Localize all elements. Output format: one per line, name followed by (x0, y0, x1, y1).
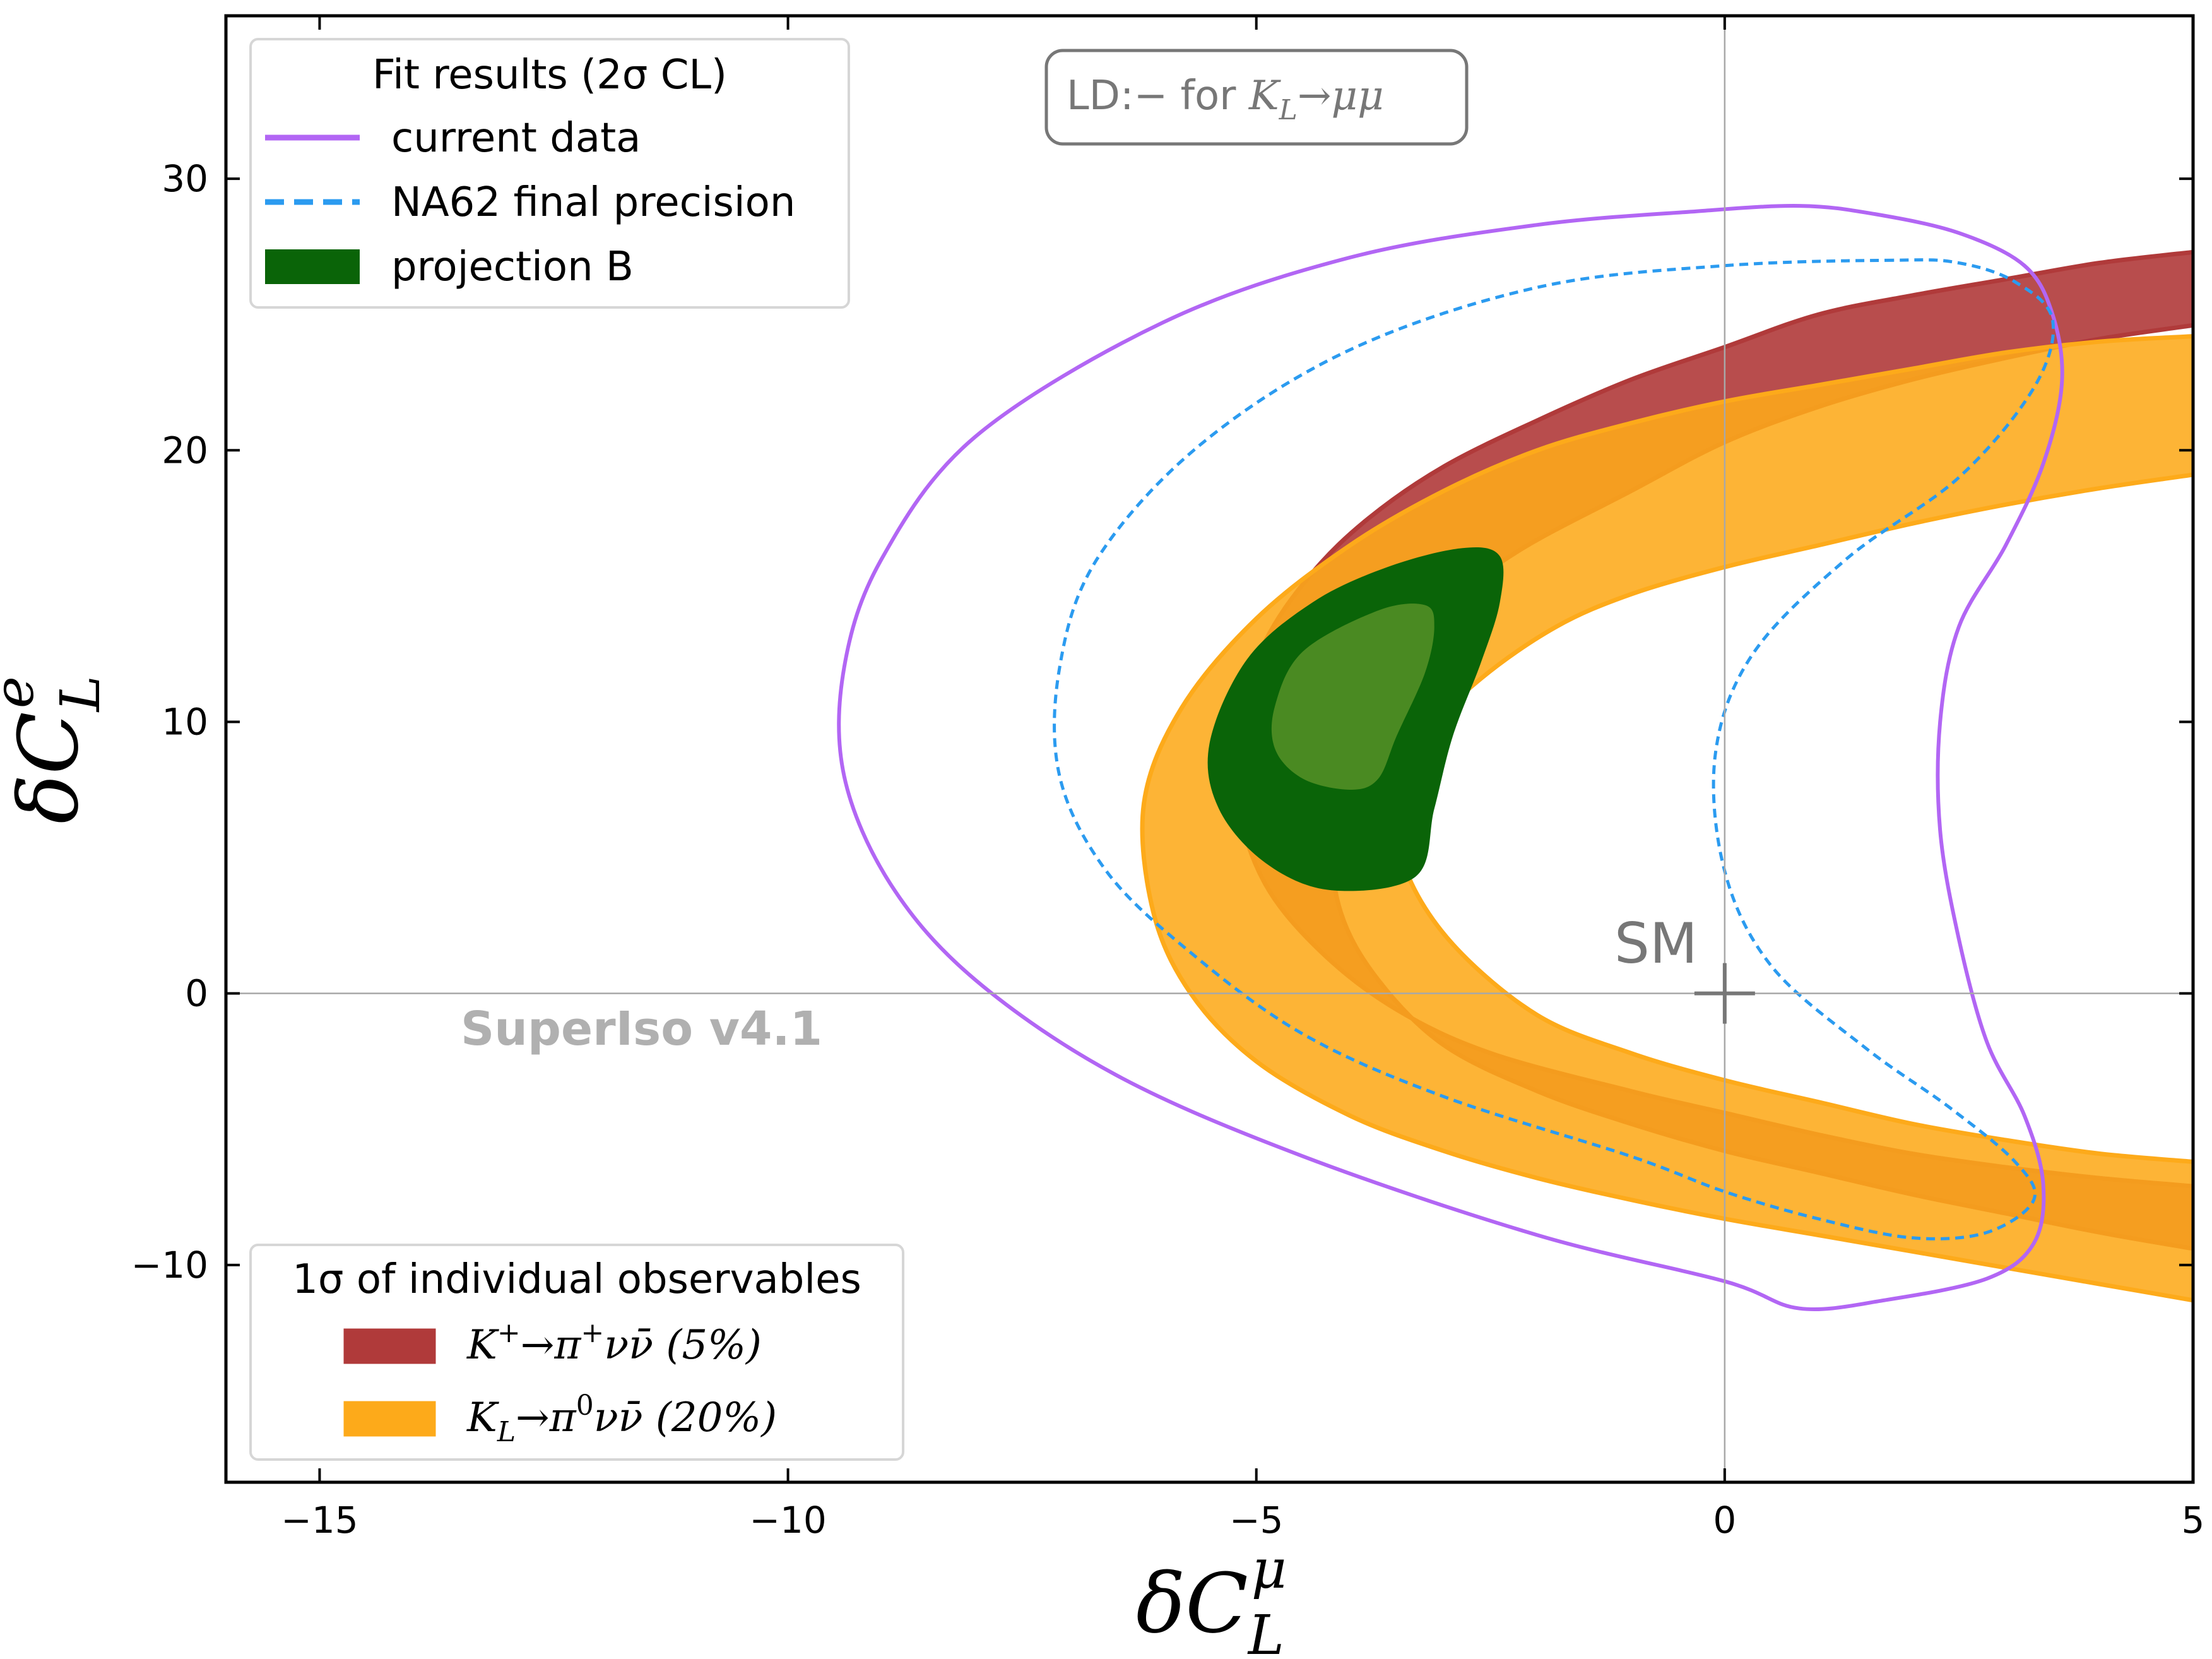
na62-final-precision-2 (1053, 258, 2055, 1240)
y-tick-label: −10 (131, 1244, 208, 1287)
watermark: SuperIso v4.1 (461, 1002, 822, 1056)
y-tick-label: 20 (162, 429, 208, 472)
sm-marker (1694, 963, 1755, 1024)
legend-kplus-swatch (343, 1328, 436, 1364)
legend-observables: 1σ of individual observables K+→π+νν̄ (5… (249, 1244, 904, 1461)
x-axis-title: δCLμ (1136, 1538, 1287, 1659)
axes-frame (224, 14, 2195, 1484)
y-tick-label: 30 (162, 157, 208, 200)
annotation-box: LD:− for KL→μμ (1044, 49, 1469, 146)
legend-kl-swatch (343, 1401, 436, 1437)
x-tick-label: 5 (2182, 1499, 2205, 1542)
sm-label: SM (1614, 911, 1698, 976)
legend-observables-title: 1σ of individual observables (292, 1256, 861, 1303)
annotation-text: LD:− for KL→μμ (1067, 73, 1384, 126)
x-tick-label: −10 (749, 1499, 826, 1542)
y-axis-title: δCLe (0, 675, 112, 824)
x-tick-label: −5 (1229, 1499, 1284, 1542)
current-data-2 (837, 204, 2064, 1312)
projection-b-1 (1271, 604, 1434, 790)
y-tick-label: 10 (162, 700, 208, 743)
legend-projection-b-label: projection B (391, 244, 634, 290)
x-tick-label: 0 (1713, 1499, 1736, 1542)
legend-kl-label: KL→π0νν̄ (20%) (466, 1389, 777, 1448)
kl-0-20-band-outer-edge (1140, 334, 2193, 1303)
x-tick-label: −15 (281, 1499, 358, 1542)
legend-fit-title: Fit results (2σ CL) (372, 52, 727, 98)
legend-na62-label: NA62 final precision (391, 179, 795, 226)
legend-projection-b-swatch (265, 249, 360, 284)
legend-kplus-label: K+→π+νν̄ (5%) (466, 1317, 762, 1369)
y-tick-label: 0 (185, 972, 208, 1015)
legend-current-data-label: current data (391, 115, 641, 162)
legend-fit-results: Fit results (2σ CL) current data NA62 fi… (249, 38, 850, 309)
